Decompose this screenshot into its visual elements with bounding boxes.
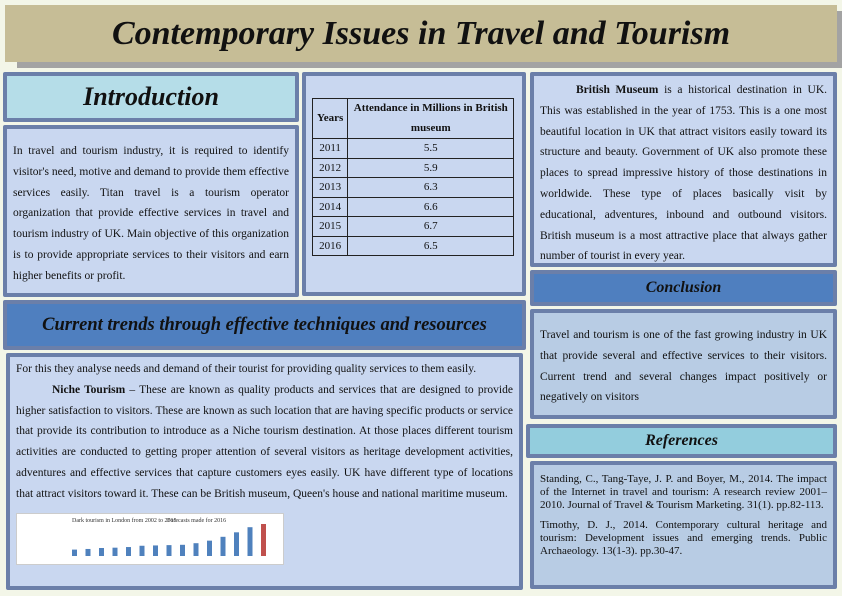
chart-bar [139, 545, 145, 556]
museum-name: British Museum [576, 84, 659, 96]
table-header: Years [311, 98, 349, 139]
chart-bar [112, 547, 118, 556]
year-cell: 2015 [311, 216, 349, 237]
conclusion-heading: Conclusion [530, 270, 837, 306]
chart-bar [234, 531, 239, 556]
chart-bar [166, 544, 172, 556]
year-cell: 2011 [311, 138, 349, 159]
attendance-cell: 6.6 [347, 196, 515, 217]
reference-item: Standing, C., Tang-Taye, J. P. and Boyer… [540, 473, 827, 511]
chart-bar [220, 536, 226, 556]
table-row: 2013 6.3 [311, 177, 515, 198]
year-cell: 2012 [311, 157, 349, 178]
chart-bar [207, 540, 212, 556]
year-cell: 2014 [311, 196, 349, 217]
poster-title: Contemporary Issues in Travel and Touris… [5, 5, 837, 62]
museum-description: is a historical destination in UK. This … [540, 84, 828, 263]
conclusion-text: Travel and tourism is one of the fast gr… [530, 309, 837, 419]
chart-bar [99, 547, 104, 556]
chart-bar [247, 526, 253, 556]
table-row: 2014 6.6 [311, 196, 515, 217]
attendance-cell: 5.9 [347, 157, 515, 178]
attendance-cell: 6.5 [347, 235, 515, 256]
table-header: Attendance in Millions in British museum [347, 98, 515, 139]
table-row: 2016 6.5 [311, 235, 515, 256]
table-row: 2011 5.5 [311, 138, 515, 159]
references-heading: References [526, 424, 837, 458]
attendance-cell: 5.5 [347, 138, 515, 159]
chart-bar [126, 546, 131, 556]
references-list: Standing, C., Tang-Taye, J. P. and Boyer… [530, 461, 837, 589]
chart-bar [153, 545, 158, 556]
chart-bar [72, 549, 77, 556]
introduction-heading: Introduction [3, 72, 299, 122]
chart-bar [85, 548, 91, 556]
attendance-table-panel: Years Attendance in Millions in British m… [302, 72, 526, 296]
year-cell: 2013 [311, 177, 349, 198]
attendance-cell: 6.7 [347, 216, 515, 237]
introduction-text: In travel and tourism industry, it is re… [3, 125, 299, 297]
niche-tourism-label: Niche Tourism [52, 383, 126, 396]
trends-heading: Current trends through effective techniq… [3, 300, 526, 350]
trends-text: For this they analyse needs and demand o… [6, 353, 523, 590]
reference-item: Timothy, D. J., 2014. Contemporary cultu… [540, 519, 827, 557]
dark-tourism-chart-image: Dark tourism in London from 2002 to 2015… [16, 512, 284, 565]
british-museum-text: British Museum is a historical destinati… [530, 72, 837, 267]
chart-legend-entry: Forecasts made for 2016 [167, 517, 226, 524]
year-cell: 2016 [311, 235, 349, 256]
niche-tourism-text: – These are known as quality products an… [16, 383, 513, 500]
trends-intro: For this they analyse needs and demand o… [16, 363, 477, 375]
attendance-cell: 6.3 [347, 177, 515, 198]
table-row: 2015 6.7 [311, 216, 515, 237]
table-row: 2012 5.9 [311, 157, 515, 178]
chart-bar [261, 523, 266, 556]
chart-bar [193, 542, 199, 556]
chart-bar [180, 544, 185, 556]
chart-legend-entry: Dark tourism in London from 2002 to 2015 [72, 517, 177, 524]
attendance-table: Years Attendance in Millions in British m… [311, 98, 515, 256]
